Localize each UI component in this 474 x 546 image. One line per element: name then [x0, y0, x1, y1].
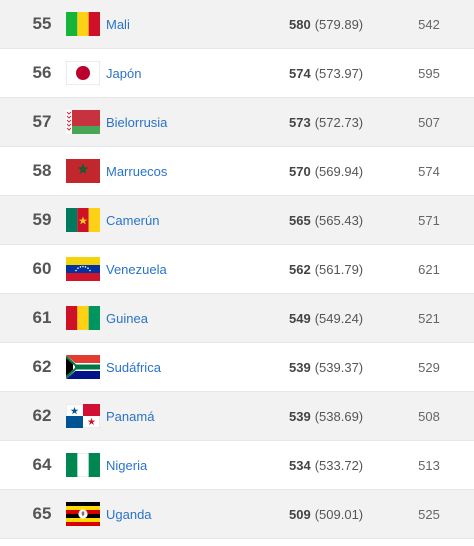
rank: 58	[32, 161, 52, 180]
points-exact: (569.94)	[314, 163, 364, 179]
points-rounded: 549	[289, 310, 311, 326]
points: 574 (573.97)	[289, 49, 363, 97]
belarus-flag-icon	[66, 110, 100, 134]
points-exact: (533.72)	[314, 457, 364, 473]
country-link-panama[interactable]: Panamá	[106, 408, 155, 424]
previous-points: 621	[418, 261, 440, 277]
country-link-japon[interactable]: Japón	[106, 65, 142, 81]
previous-points: 521	[418, 310, 440, 326]
table-row: 61 Guinea 549 (549.24) 521	[0, 294, 474, 343]
points-exact: (561.79)	[314, 261, 364, 277]
previous-points: 571	[418, 212, 440, 228]
points-exact: (572.73)	[314, 114, 364, 130]
table-row: 65 Uganda 509 (509.01) 525	[0, 490, 474, 539]
country-link-guinea[interactable]: Guinea	[106, 310, 148, 326]
points-rounded: 539	[289, 359, 311, 375]
points-rounded: 573	[289, 114, 311, 130]
points-rounded: 570	[289, 163, 311, 179]
points-rounded: 565	[289, 212, 311, 228]
points: 539 (539.37)	[289, 343, 363, 391]
rank: 60	[32, 259, 52, 278]
points-exact: (509.01)	[314, 506, 364, 522]
country-link-nigeria[interactable]: Nigeria	[106, 457, 148, 473]
venezuela-flag-icon	[66, 257, 100, 281]
rank: 61	[32, 308, 52, 327]
country-link-sudafrica[interactable]: Sudáfrica	[106, 359, 161, 375]
points: 539 (538.69)	[289, 392, 363, 440]
points-rounded: 509	[289, 506, 311, 522]
previous-points: 507	[418, 114, 440, 130]
rank: 64	[32, 455, 52, 474]
points-exact: (549.24)	[314, 310, 364, 326]
country-link-venezuela[interactable]: Venezuela	[106, 261, 167, 277]
points-exact: (579.89)	[314, 16, 364, 32]
table-row: 62 Sudáfrica 539 (539.37) 529	[0, 343, 474, 392]
south-africa-flag-icon	[66, 355, 100, 379]
points: 573 (572.73)	[289, 98, 363, 146]
japan-flag-icon	[66, 61, 100, 85]
points-exact: (573.97)	[314, 65, 364, 81]
points: 534 (533.72)	[289, 441, 363, 489]
rank: 56	[32, 63, 52, 82]
previous-points: 574	[418, 163, 440, 179]
table-row: 58 Marruecos 570 (569.94) 574	[0, 147, 474, 196]
rank: 65	[32, 504, 52, 523]
guinea-flag-icon	[66, 306, 100, 330]
country-link-marruecos[interactable]: Marruecos	[106, 163, 168, 179]
table-row: 57 Bielorrusia 573 (572.73) 507	[0, 98, 474, 147]
country-link-uganda[interactable]: Uganda	[106, 506, 152, 522]
table-row: 59 Camerún 565 (565.43) 571	[0, 196, 474, 245]
nigeria-flag-icon	[66, 453, 100, 477]
points-exact: (565.43)	[314, 212, 364, 228]
rank: 57	[32, 112, 52, 131]
table-row: 55 Mali 580 (579.89) 542	[0, 0, 474, 49]
points: 580 (579.89)	[289, 0, 363, 48]
previous-points: 542	[418, 16, 440, 32]
points: 565 (565.43)	[289, 196, 363, 244]
points-rounded: 580	[289, 16, 311, 32]
uganda-flag-icon	[66, 502, 100, 526]
country-link-bielorrusia[interactable]: Bielorrusia	[106, 114, 168, 130]
morocco-flag-icon	[66, 159, 100, 183]
country-link-camerun[interactable]: Camerún	[106, 212, 160, 228]
rank: 62	[32, 357, 52, 376]
points-rounded: 574	[289, 65, 311, 81]
table-row: 62 Panamá 539 (538.69) 508	[0, 392, 474, 441]
previous-points: 595	[418, 65, 440, 81]
cameroon-flag-icon	[66, 208, 100, 232]
previous-points: 508	[418, 408, 440, 424]
points: 509 (509.01)	[289, 490, 363, 538]
points-exact: (539.37)	[314, 359, 364, 375]
previous-points: 525	[418, 506, 440, 522]
table-row: 56 Japón 574 (573.97) 595	[0, 49, 474, 98]
points-exact: (538.69)	[314, 408, 364, 424]
country-link-mali[interactable]: Mali	[106, 16, 130, 32]
points: 562 (561.79)	[289, 245, 363, 293]
points-rounded: 534	[289, 457, 311, 473]
points: 549 (549.24)	[289, 294, 363, 342]
points: 570 (569.94)	[289, 147, 363, 195]
rank: 55	[32, 14, 52, 33]
table-row: 60 Venezuela 562 (561.79) 621	[0, 245, 474, 294]
previous-points: 513	[418, 457, 440, 473]
points-rounded: 539	[289, 408, 311, 424]
points-rounded: 562	[289, 261, 311, 277]
mali-flag-icon	[66, 12, 100, 36]
rank: 62	[32, 406, 52, 425]
rank: 59	[32, 210, 52, 229]
panama-flag-icon	[66, 404, 100, 428]
table-row: 64 Nigeria 534 (533.72) 513	[0, 441, 474, 490]
previous-points: 529	[418, 359, 440, 375]
